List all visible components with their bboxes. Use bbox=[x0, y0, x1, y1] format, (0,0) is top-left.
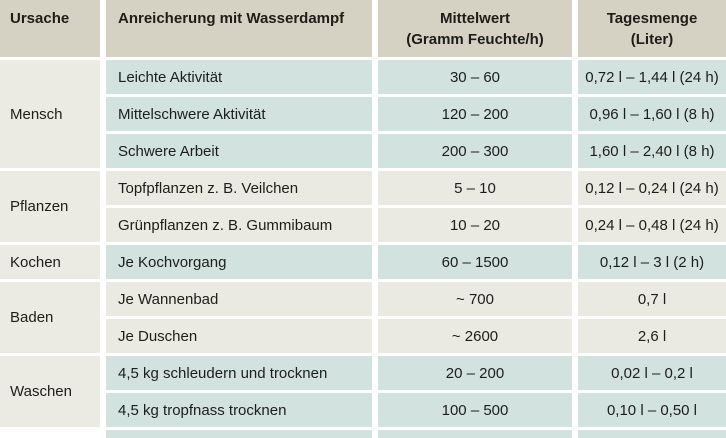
header-anreicherung: Anreicherung mit Wasserdampf bbox=[106, 0, 372, 57]
cause-cell: Kochen bbox=[0, 245, 100, 279]
mean-cell: 200 – 300 bbox=[378, 134, 572, 168]
activity-cell: Mittelschwere Aktivität bbox=[106, 97, 372, 131]
daily-cell: 0,12 l – 3 l (2 h) bbox=[578, 245, 726, 279]
daily-cell: 2,6 l bbox=[578, 319, 726, 353]
mean-cell: 60 – 1500 bbox=[378, 245, 572, 279]
activity-cell: Je Duschen bbox=[106, 319, 372, 353]
daily-cell: 0,96 l – 1,60 l (8 h) bbox=[578, 97, 726, 131]
header-tagesmenge-line1: Tagesmenge bbox=[606, 9, 698, 27]
daily-cell: 0,10 l – 0,50 l bbox=[578, 393, 726, 427]
daily-cell: 0,12 l – 0,24 l (24 h) bbox=[578, 171, 726, 205]
mean-cell: 10 – 20 bbox=[378, 208, 572, 242]
activity-cell: Je Wannenbad bbox=[106, 282, 372, 316]
header-mittelwert-line2: (Gramm Feuchte/h) bbox=[406, 30, 544, 48]
activity-cell: Topfpflanzen z. B. Veilchen bbox=[106, 171, 372, 205]
daily-cell: 0,72 l – 1,44 l (24 h) bbox=[578, 60, 726, 94]
mean-cell: 100 – 500 bbox=[378, 393, 572, 427]
bottom-row-sliver bbox=[578, 430, 726, 438]
header-mittelwert: Mittelwert (Gramm Feuchte/h) bbox=[378, 0, 572, 57]
activity-cell: 4,5 kg schleudern und trocknen bbox=[106, 356, 372, 390]
activity-cell: Grünpflanzen z. B. Gummibaum bbox=[106, 208, 372, 242]
daily-cell: 1,60 l – 2,40 l (8 h) bbox=[578, 134, 726, 168]
bottom-row-sliver bbox=[106, 430, 372, 438]
daily-cell: 0,7 l bbox=[578, 282, 726, 316]
cause-cell: Baden bbox=[0, 282, 100, 353]
activity-cell: Schwere Arbeit bbox=[106, 134, 372, 168]
mean-cell: ~ 2600 bbox=[378, 319, 572, 353]
daily-cell: 0,02 l – 0,2 l bbox=[578, 356, 726, 390]
header-ursache: Ursache bbox=[0, 0, 100, 57]
daily-cell: 0,24 l – 0,48 l (24 h) bbox=[578, 208, 726, 242]
header-tagesmenge-line2: (Liter) bbox=[630, 30, 674, 48]
header-mittelwert-line1: Mittelwert bbox=[439, 9, 510, 27]
cause-cell: Mensch bbox=[0, 60, 100, 168]
mean-cell: 5 – 10 bbox=[378, 171, 572, 205]
mean-cell: ~ 700 bbox=[378, 282, 572, 316]
activity-cell: 4,5 kg tropfnass trocknen bbox=[106, 393, 372, 427]
mean-cell: 20 – 200 bbox=[378, 356, 572, 390]
cause-cell: Pflanzen bbox=[0, 171, 100, 242]
activity-cell: Leichte Aktivität bbox=[106, 60, 372, 94]
mean-cell: 120 – 200 bbox=[378, 97, 572, 131]
mean-cell: 30 – 60 bbox=[378, 60, 572, 94]
activity-cell: Je Kochvorgang bbox=[106, 245, 372, 279]
header-tagesmenge: Tagesmenge (Liter) bbox=[578, 0, 726, 57]
cause-cell: Waschen bbox=[0, 356, 100, 427]
bottom-row-sliver bbox=[378, 430, 572, 438]
